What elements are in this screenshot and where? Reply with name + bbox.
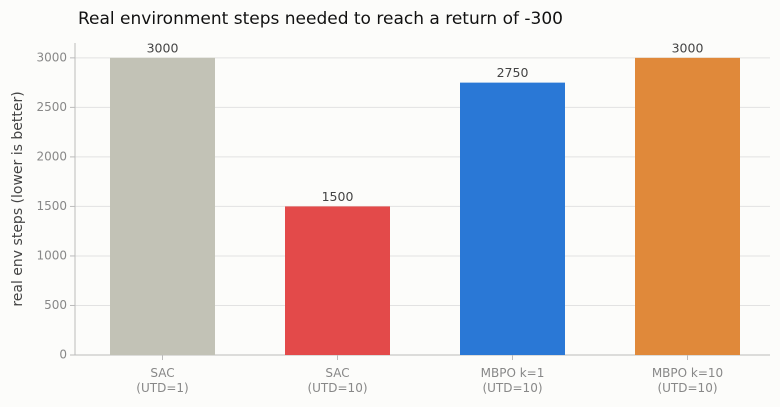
- y-tick-label: 2500: [36, 100, 67, 114]
- x-tick-label: SAC (UTD=1): [136, 366, 188, 395]
- value-label: 1500: [322, 189, 354, 204]
- bar: [635, 57, 740, 355]
- y-tick-label: 2000: [36, 149, 67, 163]
- value-label: 3000: [147, 40, 179, 55]
- y-axis-label: real env steps (lower is better): [10, 91, 26, 306]
- bar: [460, 82, 565, 355]
- y-tick-label: 0: [59, 348, 67, 362]
- y-tick-label: 1000: [36, 248, 67, 262]
- y-tick-label: 1500: [36, 199, 67, 213]
- y-tick-label: 3000: [36, 50, 67, 64]
- y-tick-label: 500: [44, 298, 67, 312]
- x-tick-label: MBPO k=1 (UTD=10): [481, 366, 545, 395]
- x-tick-label: SAC (UTD=10): [307, 366, 367, 395]
- bar: [110, 57, 215, 355]
- x-tick-label: MBPO k=10 (UTD=10): [652, 366, 723, 395]
- chart-title: Real environment steps needed to reach a…: [78, 9, 563, 29]
- bar: [285, 206, 390, 355]
- value-label: 2750: [497, 65, 529, 80]
- value-label: 3000: [672, 40, 704, 55]
